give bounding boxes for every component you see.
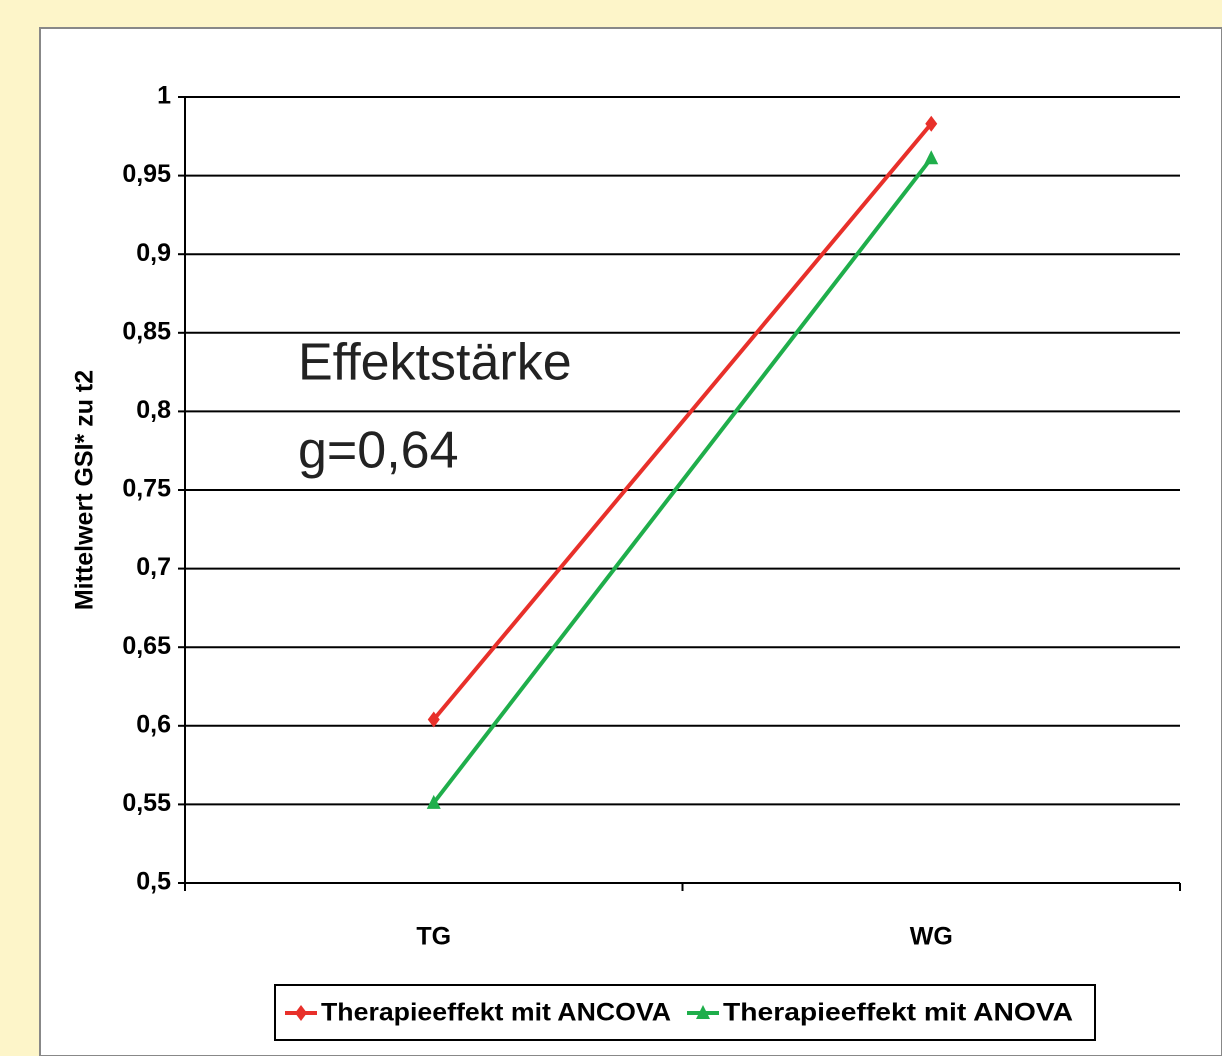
legend-marker <box>696 1005 710 1019</box>
y-tick-label: 0,85 <box>122 317 171 345</box>
legend: Therapieeffekt mit ANCOVA Therapieeffekt … <box>274 984 1096 1041</box>
y-tick-label: 1 <box>157 82 171 110</box>
chart-panel <box>39 27 1222 1056</box>
point <box>426 794 441 809</box>
y-tick-label: 0,9 <box>136 239 171 267</box>
y-tick-label: 0,65 <box>122 632 171 660</box>
line <box>432 122 933 721</box>
y-axis-label: Mittelwert GSI* zu t2 <box>71 370 99 610</box>
legend-label: Therapieeffekt mit ANOVA <box>723 999 1073 1027</box>
y-tick-label: 0,95 <box>122 160 171 188</box>
y-tick-label: 0,6 <box>136 710 171 738</box>
x-tick-label: TG <box>416 923 451 951</box>
x-tick-label: WG <box>910 923 953 951</box>
point <box>925 115 938 132</box>
y-tick-label: 0,7 <box>136 553 171 581</box>
y-tick-label: 0,5 <box>136 868 171 896</box>
annotation: Effektstärke <box>298 334 572 392</box>
point <box>924 150 939 165</box>
point <box>427 711 440 728</box>
annotation: g=0,64 <box>298 422 459 480</box>
legend-label: Therapieeffekt mit ANCOVA <box>321 999 671 1027</box>
y-tick-label: 0,75 <box>122 475 171 503</box>
y-tick-label: 0,55 <box>122 789 171 817</box>
line <box>432 157 933 805</box>
legend-box <box>274 984 1096 1041</box>
legend-marker <box>295 1005 307 1021</box>
y-tick-label: 0,8 <box>136 396 171 424</box>
